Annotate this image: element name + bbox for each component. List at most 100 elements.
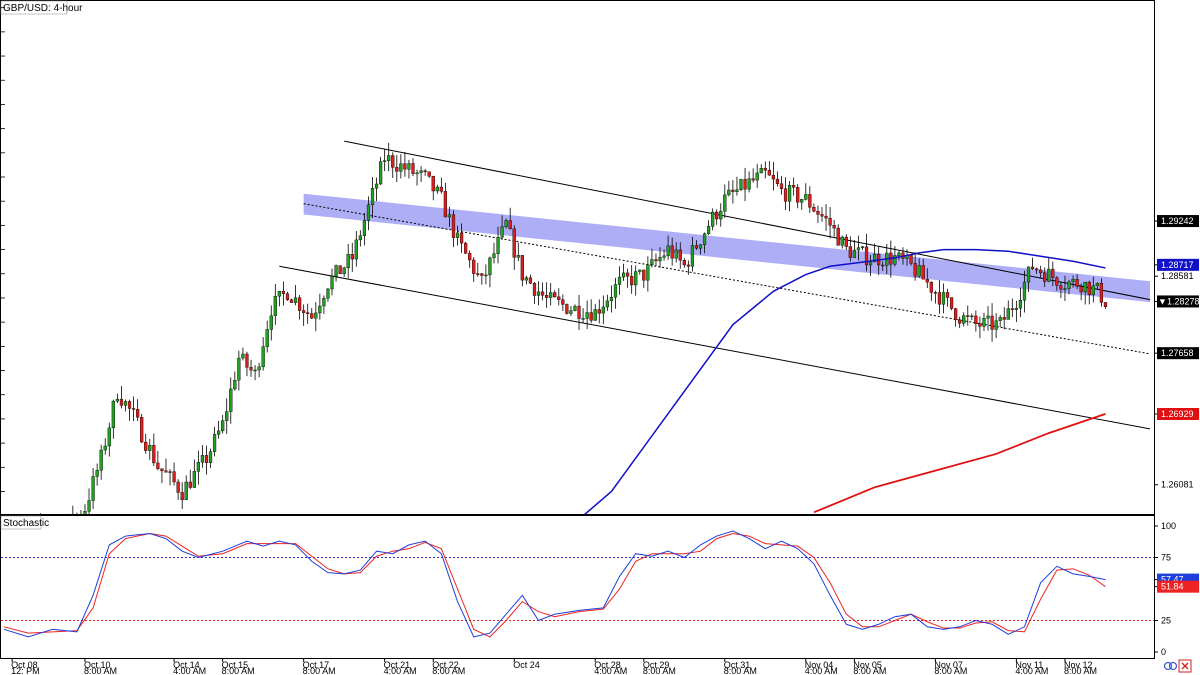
candle [306,303,310,324]
candle [565,303,569,315]
candle [593,303,597,321]
candle [310,307,314,320]
candle [711,208,715,231]
candle [573,304,577,312]
candle [723,184,727,218]
candle [1083,281,1087,305]
indicator-plot [1,530,1154,638]
x-date-label: Oct 15 [222,660,249,670]
y-tick-label: 1.27658 [1161,348,1194,358]
time-axis[interactable]: Oct 08 Oct 10 Oct 14 Oct 15 Oct 17 Oct 21 Oct … [11,658,1097,675]
candle [828,207,832,239]
candle [1063,275,1067,302]
candle [536,281,541,306]
candle [751,168,755,183]
candle [253,365,257,381]
candle [245,351,249,377]
candle [229,377,233,424]
candle [273,284,277,325]
candle [954,307,958,327]
close-icon[interactable] [1178,659,1192,673]
candle [626,268,630,288]
y-tick: 1.26929 [1154,407,1199,420]
candle [617,266,622,295]
candle [484,264,488,285]
candle [508,207,512,230]
candle [779,176,784,195]
candle [630,264,634,294]
candle [184,475,188,501]
candle [504,218,508,229]
x-tick: Oct 17 [303,658,329,670]
candle [302,304,306,326]
candle [824,204,828,231]
candle [609,285,614,313]
candle [212,426,217,457]
x-date-label: Oct 21 [384,660,411,670]
candle [998,314,1002,328]
candle [921,258,925,280]
candle [1002,307,1006,330]
candle [204,445,209,475]
x-date-label: Nov 05 [853,660,882,670]
link-icon[interactable] [1163,661,1178,671]
candle [873,243,877,263]
candle [650,248,654,268]
candle [941,283,946,314]
x-tick: Oct 22 [432,658,459,670]
candle [297,294,302,320]
x-time-label: 8:00 AM [222,666,255,675]
candle [318,293,322,320]
candle [670,237,674,266]
candle [686,260,690,275]
y-tick: 51.84 [1154,580,1199,593]
candle [783,177,788,211]
channel-mid-dotted-line[interactable] [303,203,1151,355]
candle [674,242,678,263]
y-tick: ▼ 1.28278 [1154,295,1200,308]
candle [1055,276,1059,291]
y-tick: 1.29242 [1154,215,1199,228]
channel-lower-line[interactable] [279,265,1151,430]
candle [172,462,176,486]
candle [820,207,824,222]
candle [99,444,103,480]
x-tick: Nov 05 [853,658,882,670]
candle [476,262,480,277]
candle [459,223,464,253]
candle [431,175,435,201]
candle [83,504,87,514]
x-date-label: Oct 08 [11,660,38,670]
candle [1043,267,1047,288]
candle [893,246,897,267]
x-date-label: Oct 28 [594,660,621,670]
x-time-label: 4:00 AM [173,666,206,675]
x-tick: Oct 28 [594,658,621,670]
candle [524,275,528,285]
candle [233,371,237,391]
candle [435,184,439,194]
candle [735,176,739,196]
x-tick: Oct 31 [724,658,750,670]
y-tick: 1.28717 [1154,258,1199,271]
candle [569,306,573,317]
candle [913,252,917,281]
candle [800,198,804,210]
candle [427,171,431,178]
candle [447,206,452,228]
candle [597,299,601,324]
x-tick: Nov 07 [934,658,963,670]
candle [561,294,565,311]
candle [852,239,857,258]
candle [1059,281,1063,299]
candle [808,186,812,213]
channel-upper-line[interactable] [344,140,1151,301]
trend-zone-band[interactable] [303,193,1150,303]
candle [468,250,472,268]
candle [95,463,99,486]
candle [103,438,107,455]
candle [634,265,638,296]
